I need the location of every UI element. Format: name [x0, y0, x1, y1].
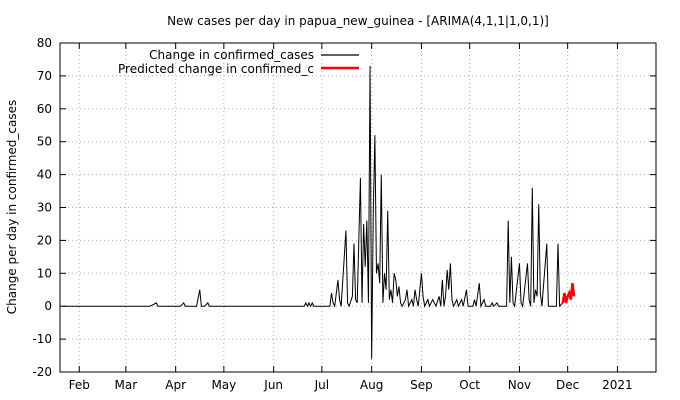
- y-tick-label: 10: [37, 266, 52, 280]
- x-tick-label: 2021: [602, 378, 633, 392]
- x-tick-label: Oct: [459, 378, 480, 392]
- y-tick-label: 80: [37, 36, 52, 50]
- x-tick-label: Jun: [263, 378, 283, 392]
- legend-label-confirmed-cases: Change in confirmed_cases: [149, 48, 314, 62]
- x-tick-label: Aug: [360, 378, 383, 392]
- y-tick-label: -20: [32, 365, 52, 379]
- series-line-confirmed-cases: [63, 66, 564, 359]
- y-tick-label: 30: [37, 201, 52, 215]
- y-tick-label: 20: [37, 233, 52, 247]
- x-tick-label: Sep: [410, 378, 433, 392]
- y-tick-label: 70: [37, 69, 52, 83]
- legend: Change in confirmed_cases Predicted chan…: [118, 48, 359, 76]
- axis-ticks: -20 -10 0 10 20 30 40 50 60 70 80 Feb Mar Apr May Jun Ju…: [32, 36, 656, 392]
- y-tick-label: -10: [32, 332, 52, 346]
- x-tick-label: Jul: [314, 378, 329, 392]
- y-tick-label: 0: [44, 299, 52, 313]
- y-tick-label: 60: [37, 102, 52, 116]
- grid: [60, 43, 656, 372]
- x-tick-label: Feb: [69, 378, 90, 392]
- x-tick-label: Apr: [165, 378, 186, 392]
- y-tick-label: 40: [37, 168, 52, 182]
- x-tick-label: Nov: [508, 378, 531, 392]
- y-tick-label: 50: [37, 135, 52, 149]
- chart-title: New cases per day in papua_new_guinea - …: [167, 14, 549, 28]
- legend-label-predicted: Predicted change in confirmed_c: [118, 62, 314, 76]
- x-tick-label: Mar: [115, 378, 138, 392]
- series-lines: [63, 66, 576, 359]
- series-line-predicted: [561, 283, 576, 304]
- x-tick-label: May: [211, 378, 236, 392]
- y-axis-label: Change per day in confirmed_cases: [5, 100, 19, 315]
- x-tick-label: Dec: [556, 378, 579, 392]
